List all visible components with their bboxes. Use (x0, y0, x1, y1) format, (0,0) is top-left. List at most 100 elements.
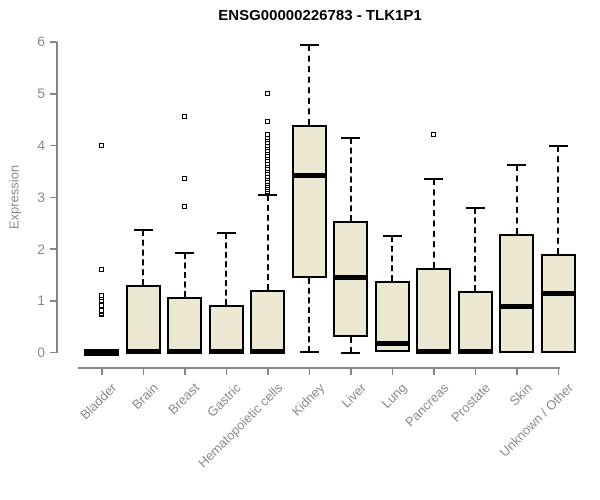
outlier-point (181, 203, 187, 209)
x-tick-label: Lung (378, 380, 410, 412)
outlier-point (98, 266, 104, 272)
y-tick-label: 0 (37, 344, 45, 361)
median-line (333, 275, 369, 281)
upper-whisker-cap (341, 136, 361, 139)
x-tick-label: Brain (128, 380, 161, 413)
x-tick-label: Liver (337, 380, 369, 411)
box (457, 290, 493, 353)
box (208, 304, 244, 353)
x-axis-tick (474, 367, 477, 375)
upper-whisker-cap (424, 178, 444, 181)
x-axis-tick (101, 367, 103, 375)
box (125, 285, 161, 353)
y-tick-label: 3 (37, 188, 45, 205)
box (374, 281, 410, 352)
outlier-point (181, 176, 187, 182)
x-axis-tick (184, 367, 186, 375)
outlier-point (264, 119, 270, 125)
median-line (374, 340, 410, 346)
outlier-point (98, 292, 104, 298)
box (167, 297, 203, 353)
y-axis-tick (49, 41, 57, 43)
upper-whisker-cap (548, 144, 568, 147)
upper-whisker-line (308, 44, 311, 125)
x-tick-label: Unknown / Other (496, 380, 577, 460)
lower-whisker-line (308, 277, 311, 352)
outlier-point (430, 132, 436, 138)
upper-whisker-cap (258, 193, 278, 196)
lower-whisker-line (349, 336, 352, 353)
x-tick-label: Breast (165, 380, 203, 418)
y-tick-label: 1 (37, 292, 45, 309)
y-axis-line (56, 41, 58, 353)
upper-whisker-line (349, 137, 352, 221)
x-axis-tick (516, 367, 518, 375)
lower-whisker-cap (299, 350, 319, 353)
y-axis-tick (49, 248, 57, 250)
upper-whisker-line (225, 232, 228, 305)
median-line (84, 349, 120, 357)
x-tick-label: Bladder (77, 380, 120, 423)
upper-whisker-line (474, 207, 477, 291)
x-tick-label: Prostate (448, 380, 493, 425)
x-axis-tick (557, 367, 560, 375)
upper-whisker-line (432, 179, 435, 268)
upper-whisker-line (515, 164, 518, 234)
x-tick-label: Pancreas (402, 380, 452, 430)
median-line (250, 348, 286, 354)
y-tick-label: 2 (37, 240, 45, 257)
x-axis-tick (433, 367, 435, 375)
upper-whisker-line (183, 252, 186, 298)
x-axis-tick (391, 367, 394, 375)
upper-whisker-cap (175, 251, 195, 254)
x-tick-label: Kidney (288, 380, 327, 419)
x-axis-tick (142, 367, 145, 375)
x-axis-tick (350, 367, 352, 375)
x-axis-tick (267, 367, 269, 375)
median-line (208, 348, 244, 354)
outlier-point (264, 90, 270, 96)
x-axis-tick (308, 367, 311, 375)
upper-whisker-line (557, 145, 560, 255)
upper-whisker-cap (465, 206, 485, 209)
upper-whisker-line (266, 194, 269, 291)
y-axis-tick (49, 351, 57, 354)
median-line (499, 303, 535, 309)
outlier-point (98, 142, 104, 148)
upper-whisker-line (142, 229, 145, 286)
median-line (167, 348, 203, 354)
outlier-point (98, 308, 104, 314)
x-tick-label: Gastric (204, 380, 244, 420)
y-tick-label: 5 (37, 85, 45, 102)
box (291, 124, 327, 278)
upper-whisker-cap (299, 43, 319, 46)
upper-whisker-line (391, 236, 394, 282)
median-line (540, 290, 576, 296)
y-axis-tick (49, 144, 57, 147)
x-axis-tick (225, 367, 228, 375)
median-line (416, 348, 452, 354)
median-line (457, 348, 493, 354)
y-axis-tick (49, 196, 57, 199)
x-tick-label: Skin (506, 380, 535, 409)
y-axis-tick (49, 93, 57, 95)
upper-whisker-cap (133, 228, 153, 231)
outlier-point (98, 303, 104, 309)
box (416, 267, 452, 353)
box (250, 290, 286, 353)
median-line (125, 348, 161, 354)
median-line (291, 172, 327, 178)
outlier-point (264, 132, 270, 138)
x-axis-line (78, 367, 560, 369)
y-tick-label: 6 (37, 33, 45, 50)
chart-title: ENSG00000226783 - TLK1P1 (218, 7, 422, 24)
upper-whisker-cap (507, 163, 527, 166)
y-tick-label: 4 (37, 137, 45, 154)
y-axis-tick (49, 300, 57, 302)
upper-whisker-cap (382, 235, 402, 238)
box (499, 233, 535, 353)
upper-whisker-cap (216, 231, 236, 234)
outlier-point (181, 114, 187, 120)
box (540, 254, 576, 353)
